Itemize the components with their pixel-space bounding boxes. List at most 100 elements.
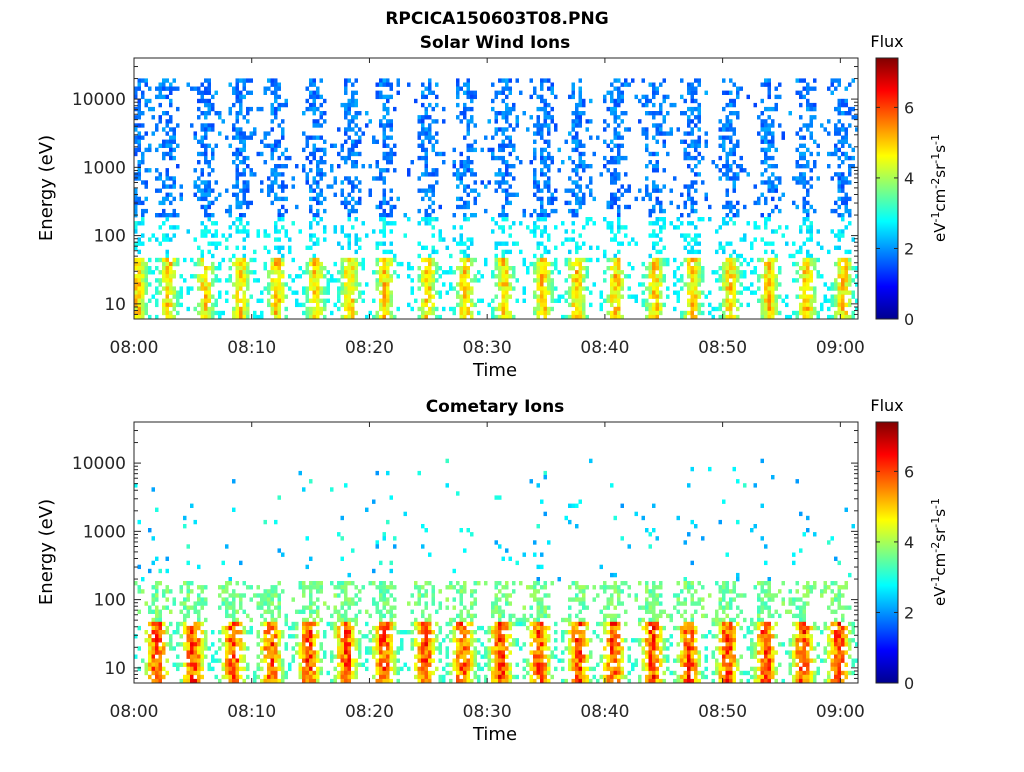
heatmap-cell [232, 638, 236, 642]
heatmap-cell [411, 266, 415, 270]
heatmap-cell [614, 176, 618, 180]
heatmap-cell [316, 634, 320, 638]
heatmap-cell [736, 95, 740, 99]
heatmap-cell [460, 303, 464, 307]
heatmap-cell [169, 136, 173, 140]
heatmap-cell [166, 278, 170, 282]
heatmap-cell [659, 225, 663, 229]
heatmap-cell [180, 634, 184, 638]
heatmap-cell [757, 131, 761, 135]
heatmap-cell [635, 299, 639, 303]
heatmap-cell [372, 500, 376, 504]
heatmap-cell [736, 111, 740, 115]
heatmap-cell [575, 103, 579, 107]
heatmap-cell [848, 144, 852, 148]
heatmap-cell [344, 610, 348, 614]
heatmap-cell [505, 189, 509, 193]
heatmap-cell [810, 307, 814, 311]
heatmap-cell [260, 667, 264, 671]
heatmap-cell [250, 597, 254, 601]
heatmap-cell [204, 291, 208, 295]
heatmap-cell [603, 278, 607, 282]
heatmap-cell [845, 201, 849, 205]
heatmap-cell [722, 303, 726, 307]
heatmap-cell [666, 295, 670, 299]
heatmap-cell [670, 131, 674, 135]
heatmap-cell [215, 242, 219, 246]
heatmap-cell [250, 270, 254, 274]
heatmap-cell [810, 119, 814, 123]
heatmap-cell [764, 201, 768, 205]
heatmap-cell [313, 581, 317, 585]
heatmap-cell [162, 156, 166, 160]
heatmap-cell [351, 274, 355, 278]
heatmap-cell [334, 675, 338, 679]
heatmap-cell [376, 634, 380, 638]
heatmap-cell [834, 131, 838, 135]
heatmap-cell [141, 242, 145, 246]
heatmap-cell [698, 233, 702, 237]
heatmap-cell [250, 91, 254, 95]
heatmap-cell [698, 258, 702, 262]
heatmap-cell [848, 107, 852, 111]
heatmap-cell [806, 266, 810, 270]
heatmap-cell [782, 193, 786, 197]
heatmap-cell [267, 282, 271, 286]
heatmap-cell [698, 144, 702, 148]
heatmap-cell [334, 622, 338, 626]
heatmap-cell [537, 258, 541, 262]
heatmap-cell [383, 250, 387, 254]
heatmap-cell [316, 675, 320, 679]
heatmap-cell [152, 601, 156, 605]
heatmap-cell [232, 597, 236, 601]
heatmap-cell [659, 237, 663, 241]
heatmap-cell [810, 270, 814, 274]
heatmap-cell [253, 311, 257, 315]
heatmap-cell [694, 233, 698, 237]
heatmap-cell [253, 278, 257, 282]
heatmap-cell [425, 209, 429, 213]
heatmap-cell [572, 83, 576, 87]
heatmap-cell [162, 266, 166, 270]
heatmap-cell [271, 168, 275, 172]
heatmap-cell [645, 274, 649, 278]
heatmap-cell [589, 180, 593, 184]
heatmap-cell [579, 111, 583, 115]
heatmap-cell [505, 262, 509, 266]
heatmap-cell [460, 180, 464, 184]
heatmap-cell [204, 160, 208, 164]
heatmap-cell [155, 663, 159, 667]
heatmap-cell [806, 274, 810, 278]
heatmap-cell [190, 642, 194, 646]
heatmap-cell [306, 675, 310, 679]
heatmap-cell [687, 91, 691, 95]
heatmap-cell [509, 295, 513, 299]
heatmap-cell [649, 311, 653, 315]
heatmap-cell [544, 258, 548, 262]
heatmap-cell [383, 168, 387, 172]
heatmap-cell [229, 646, 233, 650]
heatmap-cell [316, 184, 320, 188]
heatmap-cell [652, 164, 656, 168]
heatmap-cell [645, 176, 649, 180]
heatmap-cell [232, 221, 236, 225]
heatmap-cell [337, 593, 341, 597]
heatmap-cell [383, 103, 387, 107]
heatmap-cell [813, 286, 817, 290]
heatmap-cell [152, 618, 156, 622]
heatmap-cell [575, 242, 579, 246]
heatmap-cell [222, 597, 226, 601]
heatmap-cell [222, 630, 226, 634]
heatmap-cell [239, 205, 243, 209]
heatmap-cell [134, 205, 138, 209]
heatmap-cell [418, 266, 422, 270]
heatmap-cell [222, 626, 226, 630]
heatmap-cell [355, 233, 359, 237]
heatmap-cell [295, 634, 299, 638]
heatmap-cell [551, 278, 555, 282]
heatmap-cell [278, 634, 282, 638]
heatmap-cell [656, 123, 660, 127]
heatmap-cell [236, 201, 240, 205]
heatmap-cell [173, 270, 177, 274]
heatmap-cell [474, 197, 478, 201]
